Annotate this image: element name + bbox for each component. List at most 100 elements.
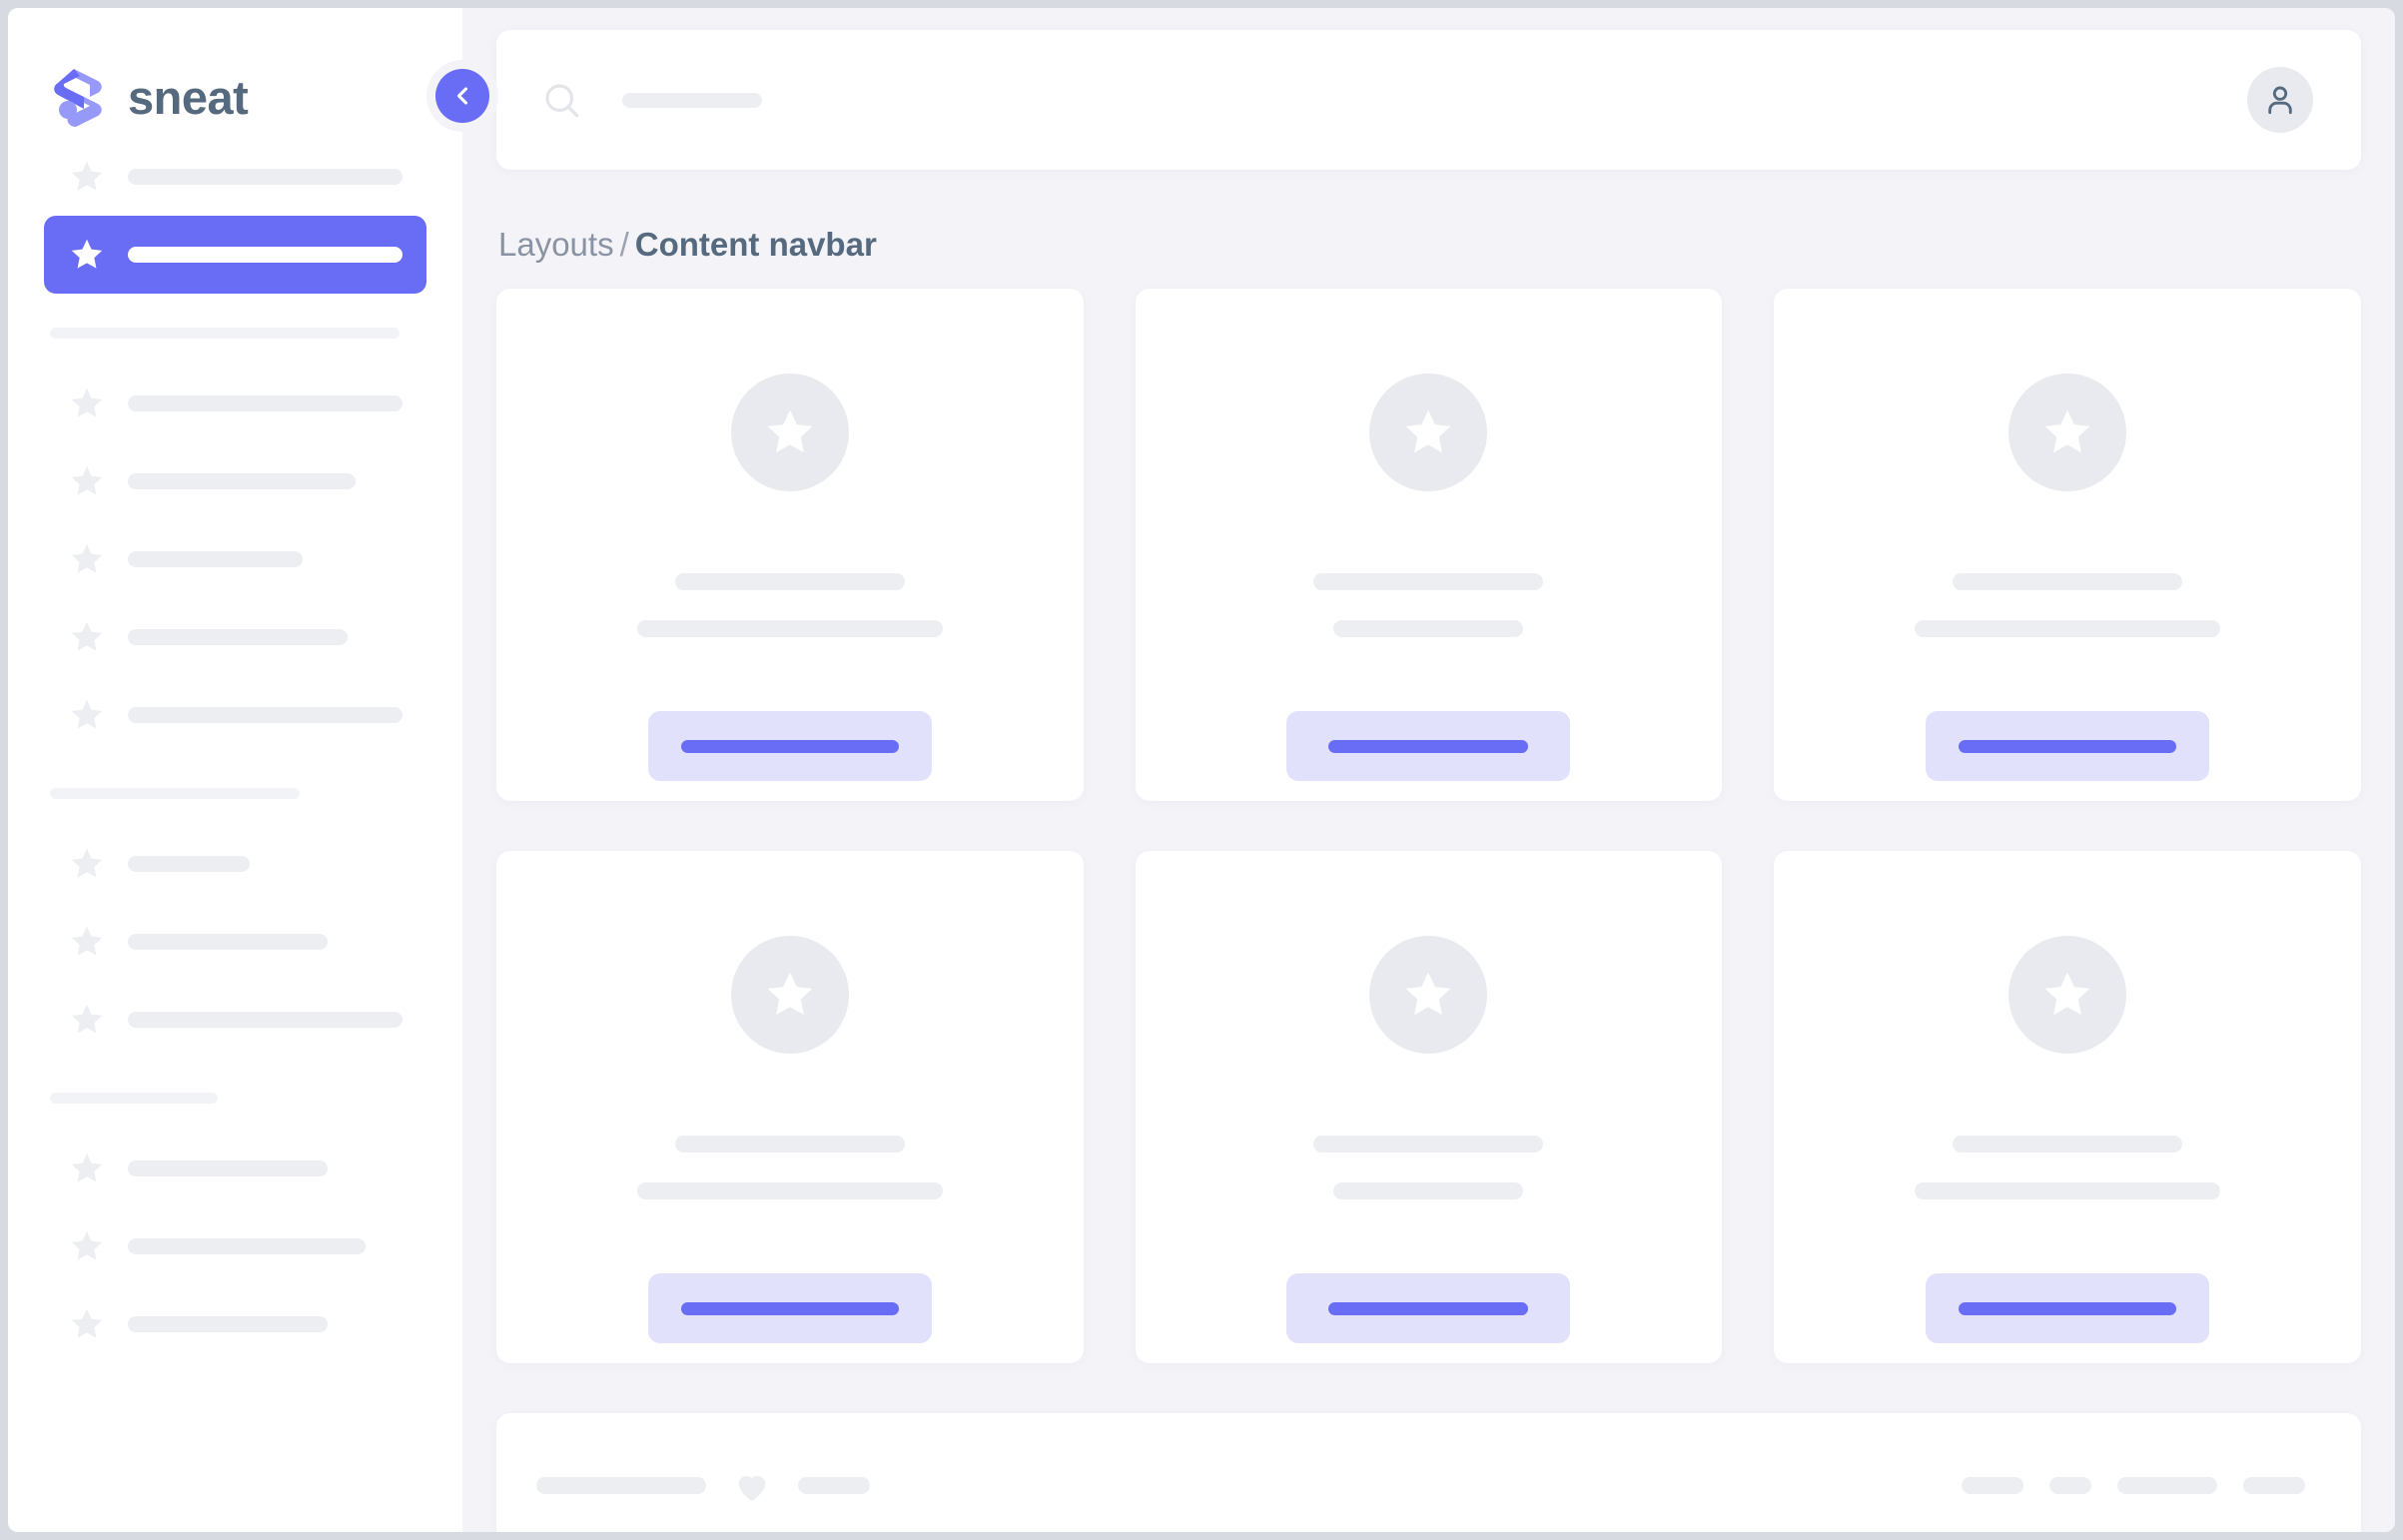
star-icon [767, 409, 813, 453]
sidebar-collapse-toggle[interactable] [426, 60, 498, 132]
content-card[interactable] [1774, 851, 2361, 1363]
card-avatar [1369, 936, 1488, 1054]
star-icon [767, 972, 813, 1016]
footer-card [496, 1413, 2361, 1532]
card-action-button[interactable] [1926, 1273, 2210, 1343]
star-icon [71, 1004, 103, 1034]
search-input[interactable] [622, 92, 762, 108]
star-icon [71, 239, 103, 269]
card-action-button[interactable] [647, 1273, 932, 1343]
star-icon [71, 1153, 103, 1182]
sidebar-item-label [128, 551, 303, 567]
sidebar-item[interactable] [44, 1285, 426, 1363]
heart-icon [738, 1475, 766, 1501]
footer-link-placeholder[interactable] [2243, 1477, 2305, 1494]
star-icon [71, 699, 103, 729]
star-icon [71, 926, 103, 956]
sidebar-item[interactable] [44, 520, 426, 598]
sidebar-item-label [128, 169, 402, 185]
star-icon [71, 1230, 103, 1260]
sidebar-item-label [128, 473, 356, 489]
card-title-placeholder [674, 573, 905, 590]
content-card[interactable] [1774, 289, 2361, 801]
footer-left-group [536, 1466, 870, 1506]
card-action-button[interactable] [1926, 711, 2210, 781]
breadcrumb: Layouts / Content navbar [498, 228, 2361, 261]
sidebar-item-label [128, 1238, 366, 1254]
card-avatar [1369, 374, 1488, 491]
card-action-button[interactable] [1286, 711, 1571, 781]
footer-link-placeholder[interactable] [1962, 1477, 2023, 1494]
sidebar-item[interactable] [44, 138, 426, 216]
card-subtitle-placeholder [1333, 620, 1524, 637]
breadcrumb-separator: / [619, 226, 629, 263]
breadcrumb-current: Content navbar [634, 226, 877, 263]
content-card[interactable] [496, 851, 1084, 1363]
star-icon [1406, 409, 1451, 453]
sneat-logo-icon [54, 69, 102, 127]
sidebar-item-active[interactable] [44, 216, 426, 294]
avatar[interactable] [2247, 67, 2313, 133]
brand-name: sneat [128, 70, 249, 124]
star-icon [71, 848, 103, 878]
card-action-button-label [1959, 739, 2177, 753]
sidebar-item-label [128, 1316, 328, 1332]
card-subtitle-placeholder [636, 620, 943, 637]
breadcrumb-parent[interactable]: Layouts [498, 226, 614, 263]
star-icon [71, 161, 103, 191]
card-avatar [730, 374, 849, 491]
nav-section-divider [50, 788, 300, 799]
footer-link-placeholder[interactable] [2049, 1477, 2091, 1494]
star-icon [71, 465, 103, 495]
card-action-button-label [1959, 1301, 2177, 1315]
card-subtitle-placeholder [1333, 1182, 1524, 1199]
nav-section-divider [50, 1093, 218, 1104]
app-frame: sneat [8, 8, 2395, 1532]
star-icon [1406, 972, 1451, 1016]
content-navbar [496, 30, 2361, 170]
card-title-placeholder [1313, 573, 1544, 590]
star-icon [2044, 409, 2090, 453]
card-subtitle-placeholder [1915, 1182, 2221, 1199]
sidebar-item-label [128, 395, 402, 411]
card-avatar [2008, 374, 2127, 491]
main-content: Layouts / Content navbar [462, 8, 2395, 1532]
search-icon[interactable] [540, 79, 582, 121]
content-card[interactable] [1135, 289, 1723, 801]
card-avatar [2008, 936, 2127, 1054]
sidebar-item[interactable] [44, 981, 426, 1059]
sidebar-item[interactable] [44, 598, 426, 676]
chevron-left-icon [435, 69, 489, 123]
footer-text-placeholder-2 [798, 1477, 870, 1494]
card-title-placeholder [1953, 573, 2183, 590]
card-action-button[interactable] [647, 711, 932, 781]
footer-link-placeholder[interactable] [2117, 1477, 2217, 1494]
card-avatar [730, 936, 849, 1054]
sidebar-item-label [128, 934, 328, 950]
sidebar-item[interactable] [44, 825, 426, 903]
sidebar-item-label [128, 629, 348, 645]
card-action-button-label [1328, 739, 1529, 753]
card-action-button-label [1328, 1301, 1529, 1315]
sidebar-item-label [128, 1160, 328, 1176]
sidebar-item[interactable] [44, 1130, 426, 1207]
sidebar-nav [8, 138, 462, 1363]
sidebar-item[interactable] [44, 1207, 426, 1285]
content-card[interactable] [496, 289, 1084, 801]
sidebar-item[interactable] [44, 442, 426, 520]
card-title-placeholder [1313, 1136, 1544, 1153]
sidebar-item[interactable] [44, 903, 426, 981]
sidebar-item[interactable] [44, 676, 426, 754]
star-icon [2044, 972, 2090, 1016]
star-icon [71, 1308, 103, 1338]
content-card[interactable] [1135, 851, 1723, 1363]
card-subtitle-placeholder [1915, 620, 2221, 637]
card-action-button[interactable] [1286, 1273, 1571, 1343]
card-action-button-label [680, 1301, 899, 1315]
sidebar-item[interactable] [44, 365, 426, 442]
card-subtitle-placeholder [636, 1182, 943, 1199]
sidebar-item-label [128, 1012, 402, 1028]
card-title-placeholder [674, 1136, 905, 1153]
brand[interactable]: sneat [8, 8, 462, 138]
user-icon [2268, 86, 2292, 115]
